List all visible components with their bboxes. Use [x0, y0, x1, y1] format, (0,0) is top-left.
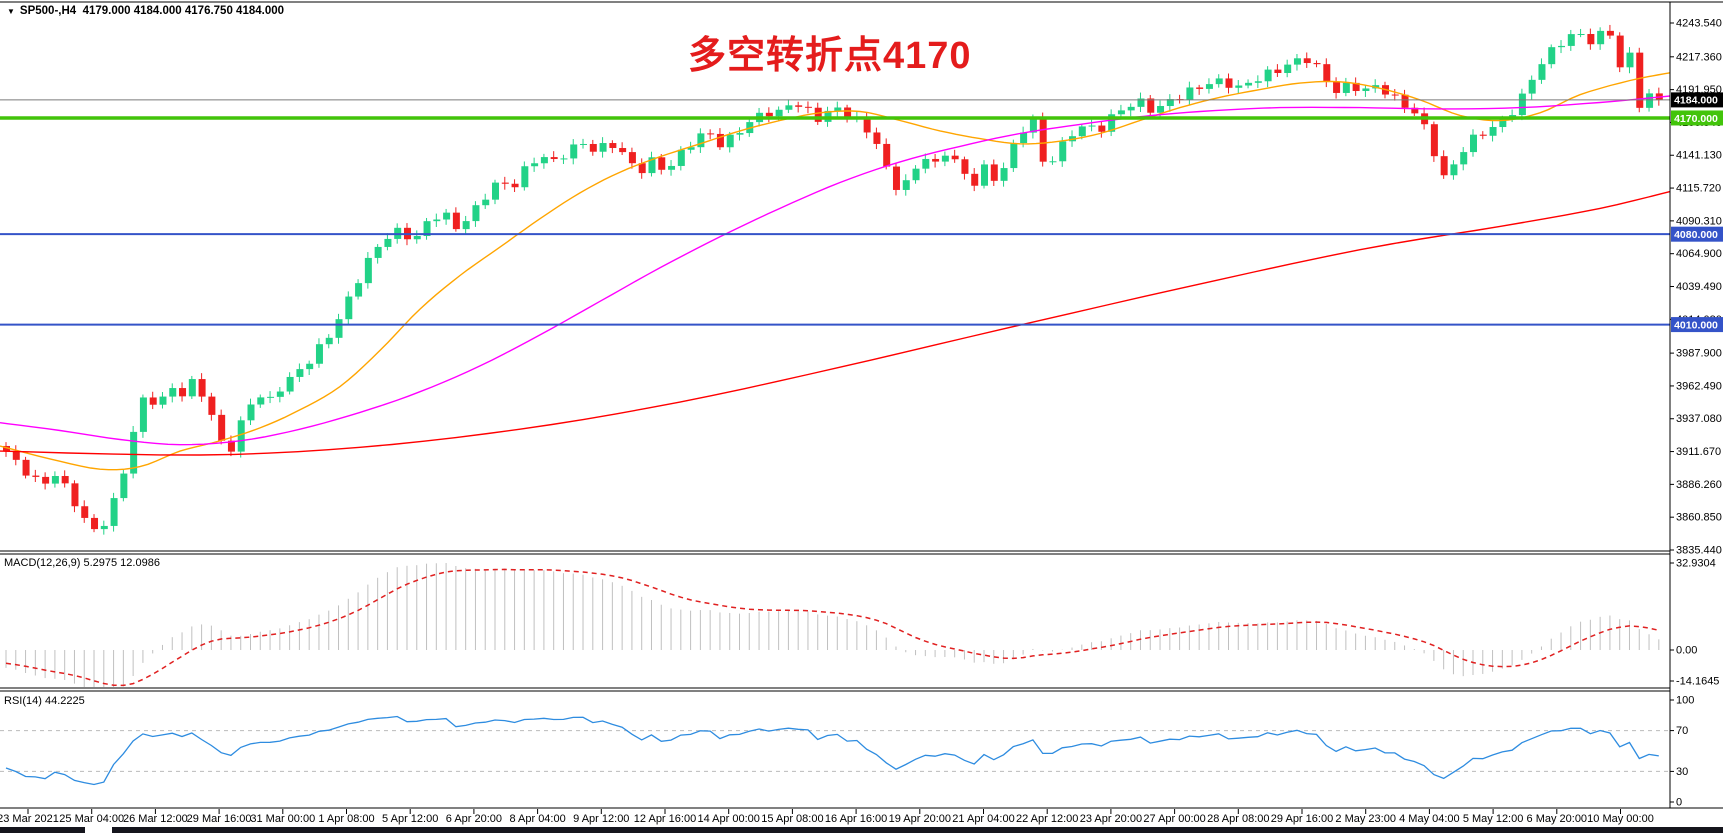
svg-text:10 May 00:00: 10 May 00:00: [1587, 813, 1654, 825]
price-badge-4170.000: [1671, 110, 1723, 126]
svg-text:26 Mar 12:00: 26 Mar 12:00: [123, 813, 188, 825]
svg-text:23 Mar 2021: 23 Mar 2021: [0, 813, 59, 825]
svg-text:4217.360: 4217.360: [1676, 51, 1722, 63]
svg-text:21 Apr 04:00: 21 Apr 04:00: [952, 813, 1014, 825]
svg-text:25 Mar 04:00: 25 Mar 04:00: [59, 813, 124, 825]
rsi-line: [5, 715, 1659, 786]
svg-text:4243.540: 4243.540: [1676, 18, 1722, 30]
svg-text:32.9304: 32.9304: [1676, 557, 1716, 569]
svg-text:3987.900: 3987.900: [1676, 348, 1722, 360]
macd-signal-line: [5, 568, 1659, 687]
ma-mid-line: [0, 95, 1671, 446]
svg-text:3835.440: 3835.440: [1676, 544, 1722, 556]
macd-axis: 32.9304 0.00 -14.1645: [1670, 557, 1719, 688]
svg-text:29 Apr 16:00: 29 Apr 16:00: [1271, 813, 1333, 825]
svg-text:30: 30: [1676, 766, 1688, 778]
rsi-label: RSI(14) 44.2225: [4, 695, 85, 707]
svg-text:2 May 23:00: 2 May 23:00: [1335, 813, 1396, 825]
svg-text:3860.850: 3860.850: [1676, 512, 1722, 524]
candles: [3, 24, 1663, 535]
svg-text:3962.490: 3962.490: [1676, 380, 1722, 392]
symbol-ohlc-text: SP500-,H4 4179.000 4184.000 4176.750 418…: [19, 5, 285, 17]
svg-text:16 Apr 16:00: 16 Apr 16:00: [825, 813, 887, 825]
svg-text:4090.310: 4090.310: [1676, 215, 1722, 227]
svg-text:4080.000: 4080.000: [1674, 229, 1718, 241]
annotation-text: 多空转折点4170: [688, 35, 972, 77]
svg-text:0.00: 0.00: [1676, 645, 1697, 657]
macd-pane: [5, 562, 1660, 687]
svg-text:29 Mar 16:00: 29 Mar 16:00: [187, 813, 252, 825]
moving-averages: [0, 72, 1671, 471]
svg-text:23 Apr 20:00: 23 Apr 20:00: [1080, 813, 1142, 825]
svg-text:5 May 12:00: 5 May 12:00: [1463, 813, 1524, 825]
svg-text:28 Apr 08:00: 28 Apr 08:00: [1207, 813, 1269, 825]
price-badge-4080.000: [1671, 226, 1723, 242]
svg-text:4064.900: 4064.900: [1676, 248, 1722, 260]
svg-text:5 Apr 12:00: 5 Apr 12:00: [382, 813, 438, 825]
rsi-value: 44.2225: [44, 695, 85, 707]
price-levels[interactable]: [0, 99, 1670, 326]
svg-text:-14.1645: -14.1645: [1676, 676, 1719, 688]
symbol-info[interactable]: ▼ SP500-,H4 4179.000 4184.000 4176.750 41…: [7, 5, 284, 17]
macd-label: MACD(12,26,9) 5.2975 12.0986: [4, 557, 160, 569]
price-badge-4184.000: [1671, 92, 1723, 108]
rsi-pane: [0, 715, 1670, 786]
svg-text:14 Apr 00:00: 14 Apr 00:00: [698, 813, 760, 825]
ma-slow-line: [0, 190, 1671, 456]
svg-text:6 Apr 20:00: 6 Apr 20:00: [446, 813, 502, 825]
svg-text:9 Apr 12:00: 9 Apr 12:00: [573, 813, 629, 825]
svg-text:4039.490: 4039.490: [1676, 281, 1722, 293]
svg-text:70: 70: [1676, 725, 1688, 737]
svg-text:6 May 20:00: 6 May 20:00: [1527, 813, 1588, 825]
svg-text:4184.000: 4184.000: [1674, 95, 1718, 107]
symbol-dropdown-icon[interactable]: ▼: [7, 7, 15, 16]
svg-text:1 Apr 08:00: 1 Apr 08:00: [318, 813, 374, 825]
bottom-edge-bar: [0, 827, 1723, 833]
svg-text:4 May 04:00: 4 May 04:00: [1399, 813, 1460, 825]
ma-fast-line: [0, 72, 1671, 471]
svg-text:8 Apr 04:00: 8 Apr 04:00: [509, 813, 565, 825]
price-badge-4010.000: [1671, 317, 1723, 333]
rsi-axis: 100 70 30 0: [1670, 695, 1694, 809]
svg-text:27 Apr 00:00: 27 Apr 00:00: [1143, 813, 1205, 825]
svg-text:31 Mar 00:00: 31 Mar 00:00: [250, 813, 315, 825]
macd-values: 5.2975 12.0986: [83, 557, 160, 569]
svg-text:3937.080: 3937.080: [1676, 413, 1722, 425]
svg-text:19 Apr 20:00: 19 Apr 20:00: [889, 813, 951, 825]
svg-text:15 Apr 08:00: 15 Apr 08:00: [761, 813, 823, 825]
svg-text:0: 0: [1676, 797, 1682, 809]
svg-text:4170.000: 4170.000: [1674, 113, 1718, 125]
svg-text:4115.720: 4115.720: [1676, 183, 1721, 195]
svg-text:3911.670: 3911.670: [1676, 446, 1721, 458]
price-badges: 4184.000 4170.000 4080.000 4010.000: [1671, 92, 1723, 333]
svg-text:22 Apr 12:00: 22 Apr 12:00: [1016, 813, 1078, 825]
svg-text:4010.000: 4010.000: [1674, 319, 1718, 331]
svg-text:4141.130: 4141.130: [1676, 150, 1722, 162]
svg-text:100: 100: [1676, 695, 1694, 707]
svg-text:3886.260: 3886.260: [1676, 479, 1722, 491]
svg-text:12 Apr 16:00: 12 Apr 16:00: [634, 813, 696, 825]
